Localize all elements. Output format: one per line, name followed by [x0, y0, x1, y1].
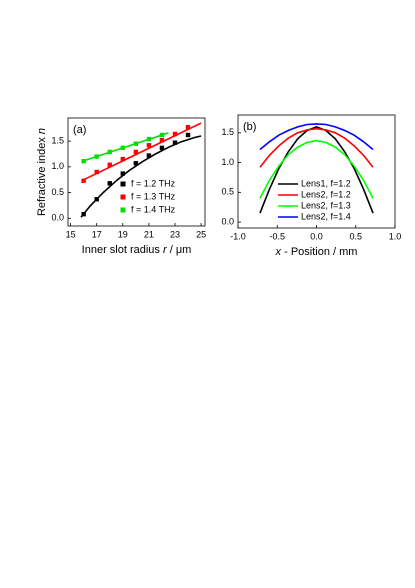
x-tick-label: 0.0 [310, 231, 323, 241]
fit-line [83, 122, 202, 181]
x-axis-label-part: - Position / mm [281, 246, 357, 258]
marker [159, 132, 165, 138]
y-tick-label: 0.0 [51, 213, 64, 223]
x-tick-label: 17 [92, 229, 102, 239]
marker [107, 181, 112, 186]
y-axis-label-part: n [36, 128, 48, 134]
x-axis-label-part: r [163, 244, 168, 256]
legend-marker [120, 181, 126, 187]
x-tick-label: 19 [118, 229, 128, 239]
x-tick-label: -1.0 [230, 231, 246, 241]
legend-label: f = 1.2 THz [131, 178, 176, 188]
y-tick-label: 1.5 [221, 127, 234, 137]
marker [107, 162, 112, 167]
legend-marker [120, 194, 126, 200]
line [259, 126, 374, 214]
marker [159, 145, 165, 151]
marker [94, 197, 99, 202]
y-tick-label: 0.0 [221, 216, 234, 226]
marker [81, 211, 86, 217]
x-tick-label: 1.0 [389, 231, 402, 241]
fit-line [80, 135, 202, 218]
marker [185, 125, 191, 130]
y-tick-label: 0.5 [51, 187, 64, 197]
marker [120, 145, 125, 151]
y-axis-label: Refractive index n [36, 128, 48, 216]
y-tick-label: 1.5 [51, 136, 64, 146]
marker [172, 131, 178, 137]
marker [120, 156, 125, 162]
x-tick-label: 21 [144, 229, 154, 239]
x-axis-label-part: / μm [167, 244, 192, 256]
panel-label: (b) [243, 121, 256, 133]
marker [146, 143, 152, 148]
marker [159, 137, 165, 143]
legend-label: Lens2, f=1.4 [301, 211, 351, 221]
legend-label: Lens2, f=1.2 [301, 189, 351, 199]
legend-label: Lens2, f=1.3 [301, 200, 351, 210]
marker [107, 149, 112, 155]
x-axis-label-part: x [275, 246, 282, 258]
x-tick-label: 25 [196, 229, 206, 239]
line [259, 123, 374, 151]
marker [185, 132, 191, 138]
marker [146, 136, 152, 142]
marker [133, 161, 139, 166]
y-axis-label-part: Refractive index [36, 134, 48, 216]
marker [133, 149, 139, 155]
legend-label: f = 1.3 THz [131, 191, 176, 201]
x-tick-label: 23 [170, 229, 180, 239]
x-axis-label: x - Position / mm [275, 246, 358, 258]
legend-label: f = 1.4 THz [131, 204, 176, 214]
line [259, 127, 374, 168]
y-tick-label: 1.0 [51, 161, 64, 171]
legend-label: Lens1, f=1.2 [301, 178, 351, 188]
line [259, 139, 374, 199]
x-axis-label-part: Inner slot radius [82, 244, 163, 256]
marker [120, 171, 125, 176]
x-tick-label: -0.5 [269, 231, 285, 241]
marker [133, 141, 139, 146]
plot-frame [67, 117, 206, 227]
marker [81, 178, 86, 183]
marker [94, 169, 99, 175]
marker [146, 153, 152, 158]
legend-marker [120, 207, 126, 213]
x-tick-label: 15 [66, 229, 76, 239]
y-tick-label: 1.0 [221, 157, 234, 167]
x-axis-label: Inner slot radius r / μm [82, 244, 192, 256]
marker [81, 159, 86, 164]
y-tick-label: 0.5 [221, 187, 234, 197]
x-tick-label: 0.5 [349, 231, 362, 241]
marker [172, 140, 178, 145]
marker [94, 154, 99, 159]
panel-label: (a) [73, 124, 86, 136]
